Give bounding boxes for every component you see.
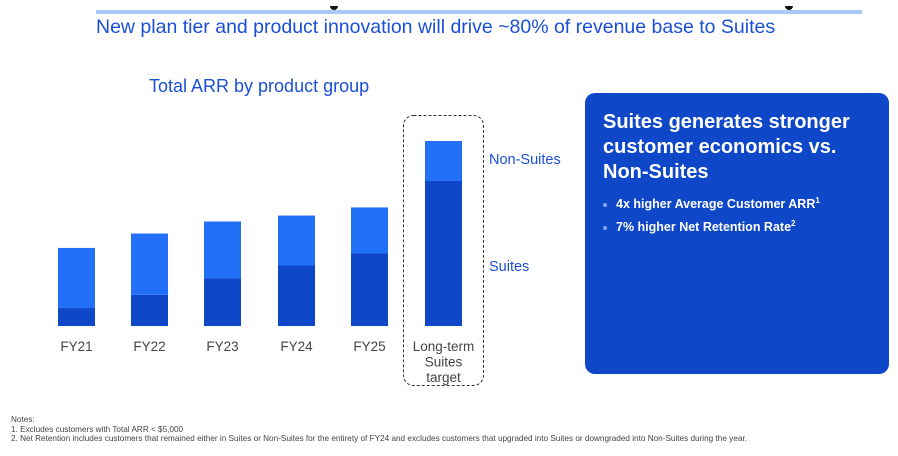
- x-tick-label: FY24: [280, 339, 313, 354]
- note-item: 1. Excludes customers with Total ARR < $…: [11, 424, 184, 434]
- bar-suites-fy23: [204, 278, 241, 326]
- bar-non-suites-fy22: [131, 233, 168, 295]
- callout-bullet: 4x higher Average Customer ARR1: [603, 191, 820, 214]
- bar-suites-fy24: [278, 265, 315, 326]
- highlight-dashed-box: [403, 115, 484, 386]
- x-tick-label: Suites: [425, 355, 463, 370]
- notes-heading: Notes:: [11, 415, 35, 424]
- callout-bullets: 4x higher Average Customer ARR1 7% highe…: [603, 191, 820, 237]
- x-tick-label: FY23: [206, 339, 238, 354]
- bar-suites-fy25: [351, 253, 388, 326]
- callout-bullet: 7% higher Net Retention Rate2: [603, 214, 820, 237]
- bar-non-suites-fy23: [204, 221, 241, 279]
- bar-non-suites-long-term-suites-target: [425, 141, 462, 181]
- cropped-title-fragment: [785, 6, 793, 10]
- x-tick-label: target: [426, 370, 461, 385]
- chart-title: Total ARR by product group: [149, 76, 370, 96]
- top-rule: [96, 10, 862, 14]
- callout-box: Suites generates stronger customer econo…: [585, 93, 889, 374]
- footnotes: Notes: 1. Excludes customers with Total …: [11, 415, 747, 444]
- legend-non-suites: Non-Suites: [489, 152, 561, 168]
- x-tick-label: FY25: [353, 339, 385, 354]
- bar-non-suites-fy24: [278, 215, 315, 266]
- bullet-dot-icon: [603, 202, 607, 207]
- callout-title: Suites generates stronger customer econo…: [603, 111, 850, 183]
- bar-suites-long-term-suites-target: [425, 180, 462, 326]
- note-item: 2. Net Retention includes customers that…: [11, 434, 747, 444]
- bar-non-suites-fy21: [58, 247, 95, 309]
- x-tick-label: Long-term: [413, 339, 475, 354]
- cropped-title-fragment: [330, 6, 338, 10]
- legend-suites: Suites: [489, 259, 529, 275]
- headline: New plan tier and product innovation wil…: [96, 16, 776, 38]
- bar-suites-fy22: [131, 294, 168, 326]
- bar-non-suites-fy25: [351, 207, 388, 254]
- bullet-dot-icon: [603, 226, 607, 231]
- x-tick-label: FY22: [133, 339, 165, 354]
- footnote-ref: 2: [791, 219, 796, 229]
- bar-suites-fy21: [58, 308, 95, 326]
- footnote-ref: 1: [815, 196, 820, 205]
- x-tick-label: FY21: [60, 339, 92, 354]
